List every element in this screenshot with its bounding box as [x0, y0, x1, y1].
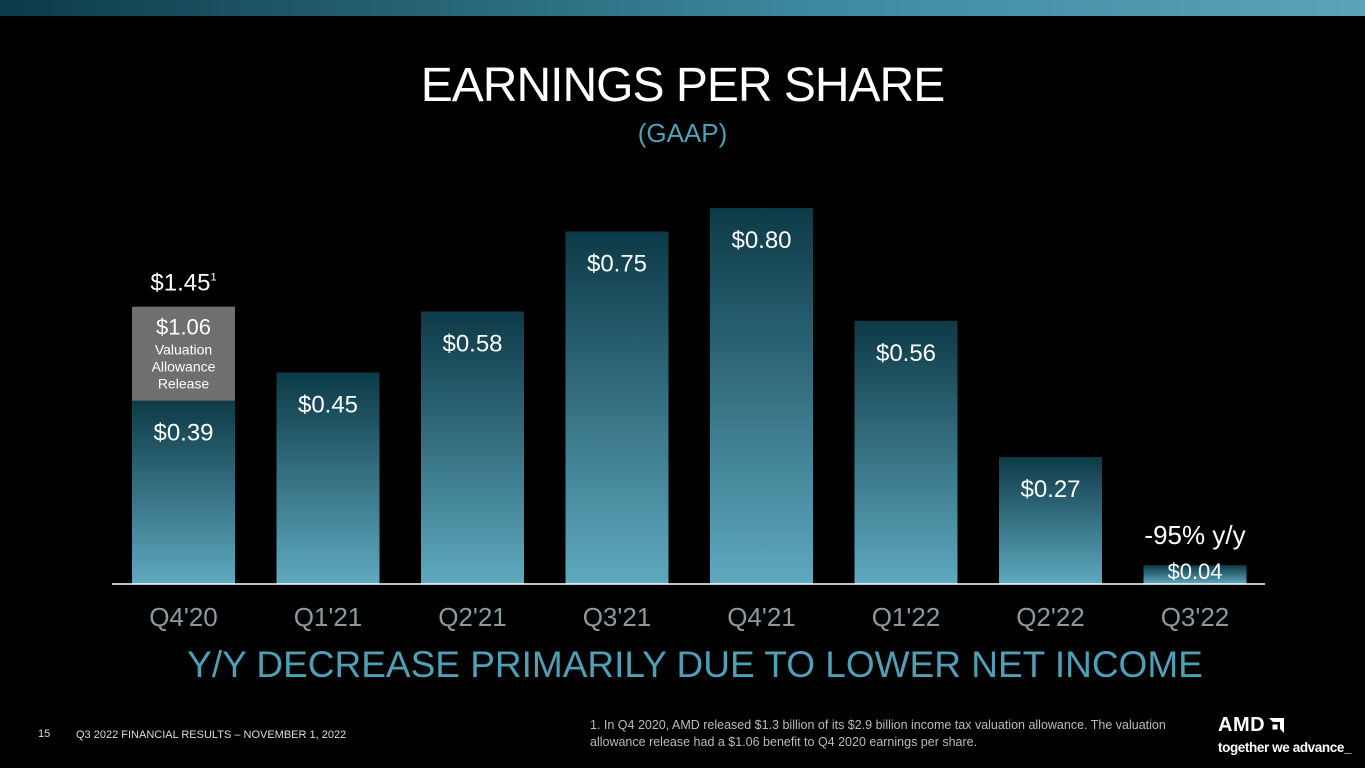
value-label-q221: $0.58 [442, 330, 502, 357]
takeaway-headline: Y/Y DECREASE PRIMARILY DUE TO LOWER NET … [187, 644, 1203, 685]
value-label-q222: $0.27 [1020, 476, 1080, 503]
page-number: 15 [38, 728, 51, 740]
segment-value-label: $1.06 [156, 315, 211, 340]
x-tick-q322: Q3'22 [1161, 602, 1230, 632]
value-label-q420: $0.39 [153, 420, 213, 447]
bar-q321 [565, 231, 669, 584]
yoy-change-annotation: -95% y/y [1144, 520, 1245, 550]
amd-logo: AMD together we advance_ [1218, 714, 1351, 755]
segment-desc-line-3: Release [158, 376, 210, 392]
value-label-q121: $0.45 [298, 392, 358, 419]
x-tick-q321: Q3'21 [583, 602, 652, 632]
slide-title: EARNINGS PER SHARE [420, 59, 945, 112]
slide-subtitle: (GAAP) [637, 118, 728, 148]
bar-q421 [710, 208, 813, 584]
x-tick-q122: Q1'22 [872, 602, 941, 632]
footnote: 1. In Q4 2020, AMD released $1.3 billion… [590, 718, 1166, 749]
x-tick-q221: Q2'21 [438, 602, 507, 632]
footer-date: Q3 2022 FINANCIAL RESULTS – NOVEMBER 1, … [76, 729, 347, 741]
footnote-marker: 1 [210, 272, 216, 284]
x-tick-q222: Q2'22 [1016, 602, 1085, 632]
bar-q222 [999, 457, 1102, 584]
logo-tagline: together we advance_ [1218, 740, 1352, 755]
bar-q121 [276, 372, 380, 584]
x-tick-q421: Q4'21 [727, 602, 796, 632]
x-tick-q121: Q1'21 [294, 602, 363, 632]
eps-bar-chart: $0.39 Q4'20 $1.06 ValuationAllowanceRelease… [112, 208, 1265, 632]
top-accent-bar [0, 0, 1365, 16]
bar-q322 [1143, 565, 1247, 584]
value-label-q122: $0.56 [876, 340, 936, 367]
value-label-q421: $0.80 [731, 227, 791, 254]
amd-arrow-icon [1269, 717, 1285, 733]
total-label-q420: $1.451 [150, 270, 216, 297]
bar-q221 [421, 311, 524, 584]
bar-q420 [132, 400, 235, 584]
bar-segment-valuation-allowance [132, 306, 235, 401]
segment-desc-line-2: Allowance [152, 359, 216, 375]
logo-wordmark: AMD [1218, 714, 1266, 736]
bar-q122 [854, 320, 958, 584]
x-tick-q420: Q4'20 [149, 602, 218, 632]
segment-desc-line-1: Valuation [155, 342, 212, 358]
value-label-q322: $0.04 [1167, 559, 1222, 584]
value-label-q321: $0.75 [587, 251, 647, 278]
